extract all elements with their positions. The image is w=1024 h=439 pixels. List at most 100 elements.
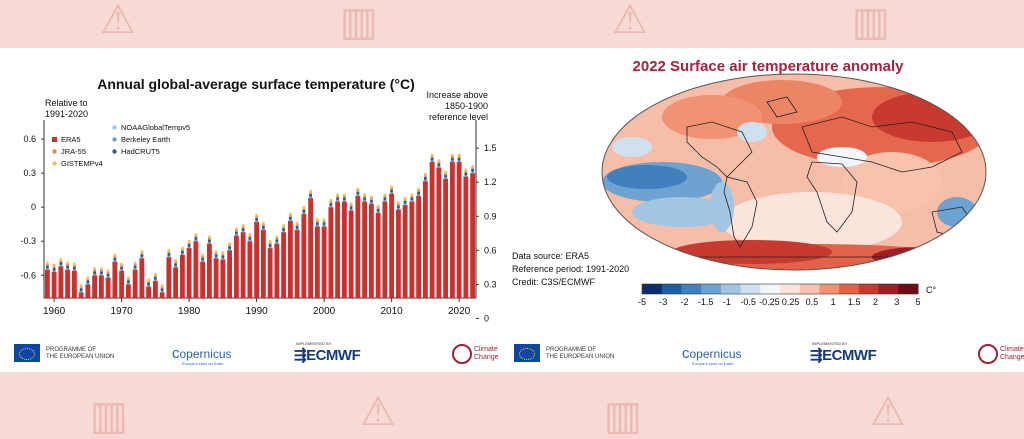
- bar-2020: [456, 161, 462, 298]
- colorbar-frame: [641, 283, 919, 295]
- dataset-dot: [86, 276, 90, 280]
- bar-chart: -0.6 -0.3 0 0.3 0.6 0 0.3 0.6 0.9 1.2 1.5 1960 1970 1…: [20, 120, 497, 323]
- dataset-dot: [444, 170, 448, 174]
- chart-title: Annual global-average surface temperatur…: [97, 76, 415, 92]
- x-tick-label: 1960: [43, 306, 66, 317]
- bar-chart-icon: ▥: [90, 393, 128, 439]
- bar-1987: [233, 235, 239, 298]
- dataset-dot: [282, 223, 286, 227]
- colorbar-swatch: [681, 284, 702, 294]
- x-tick-label: 2020: [448, 306, 471, 317]
- copernicus-logo: copernicus: [682, 345, 742, 362]
- dataset-dot: [342, 193, 346, 197]
- x-tick-label: 2010: [381, 306, 404, 317]
- dataset-dot: [464, 168, 468, 172]
- dataset-dot: [93, 267, 97, 271]
- dataset-dot: [160, 288, 164, 292]
- dataset-dot: [201, 257, 205, 261]
- dataset-dot: [79, 284, 83, 288]
- dataset-dot: [180, 246, 184, 250]
- warning-icon: ⚠: [100, 0, 136, 43]
- legend-label: ERA5: [61, 135, 81, 144]
- bar-2021: [463, 176, 469, 298]
- dataset-dot: [383, 197, 387, 201]
- climate-change-label: Climate Change: [1000, 346, 1024, 361]
- x-tick-label: 1980: [178, 306, 201, 317]
- dataset-dot: [201, 253, 205, 257]
- legend-swatch: [52, 161, 57, 166]
- bar-1977: [166, 257, 172, 298]
- right-tick-label: 1.5: [484, 143, 497, 153]
- eu-programme-label: PROGRAMME OF THE EUROPEAN UNION: [546, 347, 615, 360]
- dataset-dot: [309, 193, 313, 197]
- dataset-dot: [221, 251, 225, 255]
- legend-swatch: [112, 137, 117, 142]
- legend-label: NOAAGlobalTempv5: [121, 123, 190, 132]
- left-tick-label: 0: [31, 202, 36, 212]
- colorbar-swatch: [760, 284, 781, 294]
- dataset-dot: [106, 273, 110, 277]
- legend-swatch: [52, 149, 57, 154]
- colorbar-swatch: [661, 284, 682, 294]
- ecmwf-logo: ⇶ECMWF: [810, 347, 877, 364]
- credit: Credit: C3S/ECMWF: [512, 277, 596, 287]
- copernicus-logo: copernicus: [172, 345, 232, 362]
- bar-2022: [470, 173, 476, 298]
- legend-swatch: [112, 125, 117, 130]
- dataset-dot: [275, 239, 279, 243]
- bar-1999: [314, 226, 320, 298]
- dataset-dot: [147, 278, 151, 282]
- dataset-dot: [356, 191, 360, 195]
- legend-label: GISTEMPv4: [61, 159, 103, 168]
- dataset-dot: [430, 153, 434, 157]
- dataset-dot: [187, 243, 191, 247]
- dataset-dot: [423, 172, 427, 176]
- dataset-dot: [153, 272, 157, 276]
- bar-2017: [436, 167, 442, 298]
- dataset-dot: [349, 202, 353, 206]
- dataset-dot: [194, 233, 198, 237]
- bar-1959: [44, 269, 50, 298]
- map-title: 2022 Surface air temperature anomaly: [632, 58, 904, 75]
- bar-2011: [395, 209, 401, 298]
- colorbar-swatch: [858, 284, 880, 294]
- dataset-dot: [444, 174, 448, 178]
- left-axis-caption: Relative to 1991-2020: [45, 98, 89, 119]
- dataset-dot: [295, 221, 299, 225]
- logo-row: PROGRAMME OF THE EUROPEAN UNION copernicu…: [0, 338, 512, 368]
- colorbar-swatch: [740, 284, 761, 294]
- colorbar-label: 2: [873, 297, 878, 307]
- dataset-dot: [471, 164, 475, 168]
- bar-2018: [443, 178, 449, 298]
- dataset-dot: [133, 265, 137, 269]
- dataset-dot: [180, 250, 184, 254]
- dataset-dot: [248, 237, 252, 241]
- dataset-dot: [315, 218, 319, 222]
- bar-1983: [206, 243, 212, 298]
- dataset-dot: [376, 208, 380, 212]
- dataset-dot: [410, 197, 414, 201]
- dataset-dot: [417, 191, 421, 195]
- dataset-dot: [207, 235, 211, 239]
- bar-1970: [119, 270, 125, 298]
- bar-1984: [213, 258, 219, 298]
- dataset-dot: [120, 262, 124, 266]
- legend-label: HadCRUT5: [121, 147, 160, 156]
- dataset-dot: [241, 227, 245, 231]
- colorbar-label: 1.5: [848, 297, 861, 307]
- dataset-dot: [309, 189, 313, 193]
- dataset-dot: [396, 201, 400, 205]
- dataset-dot: [45, 261, 49, 265]
- bar-1976: [159, 292, 165, 298]
- colorbar-label: -2: [680, 297, 688, 307]
- colorbar-swatch: [878, 284, 899, 294]
- colorbar-label: -1.5: [698, 297, 714, 307]
- bar-2005: [355, 195, 361, 298]
- colorbar-label: 5: [915, 297, 920, 307]
- dataset-dot: [140, 254, 144, 258]
- dataset-dot: [302, 205, 306, 209]
- colorbar-swatch: [720, 284, 742, 294]
- colorbar-label: 0.5: [806, 297, 819, 307]
- bar-1965: [85, 284, 91, 298]
- dataset-dot: [228, 246, 232, 250]
